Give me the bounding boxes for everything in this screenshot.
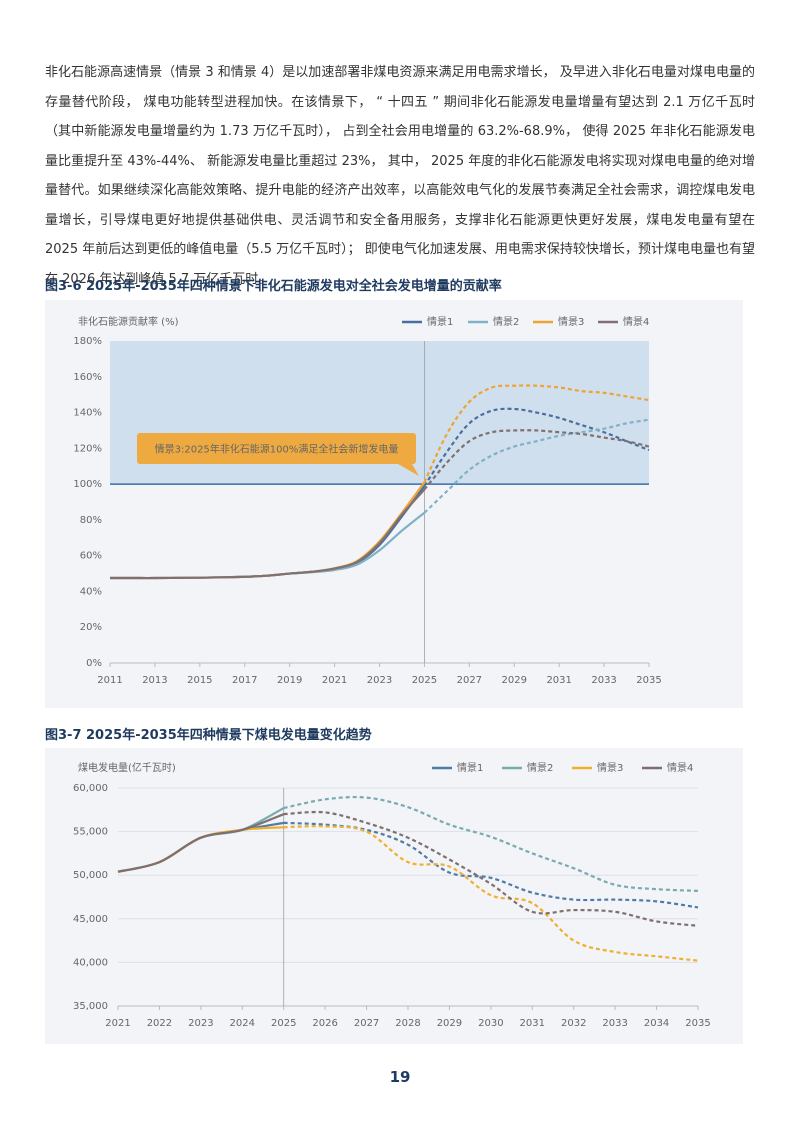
y-tick-label: 100%	[73, 479, 102, 490]
body-text: 非化石能源高速情景（情景 3 和情景 4）是以加速部署非煤电资源来满足用电需求增…	[45, 65, 755, 287]
legend-label: 情景3	[597, 761, 623, 774]
x-tick-label: 2024	[230, 1018, 255, 1029]
x-tick-label: 2025	[271, 1018, 296, 1029]
x-tick-label: 2031	[520, 1018, 545, 1029]
forecast-line	[283, 825, 699, 962]
forecast-line	[423, 429, 650, 491]
x-tick-label: 2015	[187, 675, 212, 686]
y-tick-label: 180%	[73, 336, 102, 347]
y-tick-label: 140%	[73, 408, 102, 419]
forecast-line	[283, 810, 699, 927]
x-tick-label: 2017	[232, 675, 257, 686]
x-tick-label: 2022	[147, 1018, 172, 1029]
y-tick-label: 120%	[73, 443, 102, 454]
x-tick-label: 2033	[602, 1018, 627, 1029]
x-tick-label: 2026	[312, 1018, 337, 1029]
y-tick-label: 40,000	[73, 957, 108, 968]
legend-label: 情景1	[457, 761, 483, 774]
x-tick-label: 2031	[546, 675, 571, 686]
history-line	[117, 813, 285, 873]
y-tick-label: 35,000	[73, 1001, 108, 1012]
x-tick-label: 2023	[188, 1018, 213, 1029]
y-axis-label: 非化石能源贡献率 (%)	[78, 315, 179, 328]
x-tick-label: 2029	[502, 675, 527, 686]
x-tick-label: 2027	[457, 675, 482, 686]
forecast-line	[423, 418, 650, 514]
forecast-line	[423, 384, 650, 483]
forecast-line	[423, 407, 650, 487]
annotation-box	[137, 433, 416, 464]
y-tick-label: 160%	[73, 372, 102, 383]
x-tick-label: 2033	[591, 675, 616, 686]
x-tick-label: 2032	[561, 1018, 586, 1029]
legend-label: 情景4	[623, 315, 649, 328]
x-tick-label: 2030	[478, 1018, 503, 1029]
y-tick-label: 55,000	[73, 827, 108, 838]
y-tick-label: 20%	[80, 622, 102, 633]
legend-label: 情景1	[427, 315, 453, 328]
y-tick-label: 40%	[80, 586, 102, 597]
charts: 0% 20% 40% 60% 80% 100% 120% 140% 160% 180% 2011 20…	[45, 300, 743, 1044]
x-tick-label: 2028	[395, 1018, 420, 1029]
x-tick-label: 2021	[322, 675, 347, 686]
x-tick-label: 2035	[636, 675, 661, 686]
x-tick-label: 2025	[412, 675, 437, 686]
y-tick-label: 45,000	[73, 914, 108, 925]
x-tick-label: 2019	[277, 675, 302, 686]
legend-label: 情景4	[667, 761, 693, 774]
legend-label: 情景3	[558, 315, 584, 328]
y-tick-label: 80%	[80, 515, 102, 526]
y-tick-label: 0%	[86, 658, 102, 669]
forecast-line	[283, 795, 699, 892]
legend-label: 情景2	[493, 315, 519, 328]
figure-title: 图3-6 2025年-2035年四种情景下非化石能源发电对全社会发电增量的贡献率	[45, 279, 502, 294]
annotation-text: 情景3:2025年非化石能源100%满足全社会新增发电量	[155, 443, 399, 456]
x-tick-label: 2013	[142, 675, 167, 686]
x-tick-label: 2021	[105, 1018, 130, 1029]
legend-label: 情景2	[527, 761, 553, 774]
x-tick-label: 2035	[685, 1018, 710, 1029]
figure-title: 图3-7 2025年-2035年四种情景下煤电发电量变化趋势	[45, 728, 372, 743]
x-tick-label: 2027	[354, 1018, 379, 1029]
chart-panel	[45, 748, 743, 1044]
y-tick-label: 60%	[80, 551, 102, 562]
y-tick-label: 50,000	[73, 870, 108, 881]
history-line	[110, 488, 426, 580]
y-tick-label: 60,000	[73, 783, 108, 794]
x-tick-label: 2023	[367, 675, 392, 686]
y-axis-label: 煤电发电量(亿千瓦时)	[78, 761, 176, 774]
x-tick-label: 2011	[97, 675, 122, 686]
annotation-pointer	[398, 464, 419, 476]
page-number: 19	[389, 1068, 411, 1086]
x-tick-label: 2034	[644, 1018, 669, 1029]
x-tick-label: 2029	[437, 1018, 462, 1029]
